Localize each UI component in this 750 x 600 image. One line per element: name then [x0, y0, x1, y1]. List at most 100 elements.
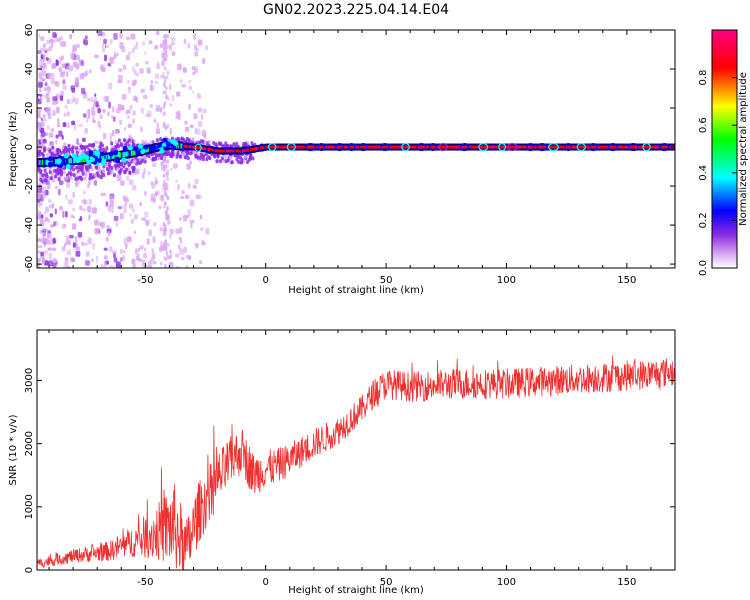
- heat-cell: [68, 98, 73, 106]
- heat-cell: [199, 152, 203, 157]
- heat-cell: [67, 147, 71, 152]
- heat-cell: [115, 221, 119, 227]
- heat-cell: [105, 167, 109, 172]
- ridge-cell: [233, 149, 236, 153]
- ridge-cell: [272, 145, 276, 149]
- ridge-cell: [207, 147, 211, 151]
- heat-cell: [194, 127, 197, 134]
- ridge-cell: [265, 145, 268, 149]
- ridge-cell: [188, 145, 191, 149]
- ridge-blob: [642, 142, 651, 152]
- ridge-cell: [282, 145, 285, 149]
- ridge-cell: [219, 149, 223, 153]
- ridge-cell: [594, 145, 597, 149]
- heat-cell: [39, 227, 44, 231]
- ridge-blob: [588, 142, 598, 152]
- heat-cell: [171, 152, 175, 157]
- heat-cell: [162, 35, 166, 40]
- heat-cell: [55, 168, 59, 173]
- ridge-cell: [520, 145, 524, 149]
- heat-cell: [67, 111, 70, 117]
- heat-cell: [131, 118, 135, 124]
- heat-cell: [59, 150, 63, 155]
- heat-cell: [113, 173, 117, 178]
- heat-cell: [90, 167, 94, 172]
- ridge-cell: [303, 145, 306, 149]
- heat-cell: [43, 237, 49, 243]
- heat-cell: [71, 120, 76, 126]
- heat-cell: [149, 103, 154, 108]
- heat-cell: [195, 124, 198, 129]
- ridge-cell: [52, 159, 55, 165]
- ridge-cell: [389, 145, 392, 149]
- ridge-cell: [185, 144, 188, 148]
- ridge-cell: [148, 146, 152, 152]
- ridge-cell: [215, 149, 218, 153]
- heat-cell: [61, 246, 66, 252]
- heat-cell: [156, 238, 161, 245]
- ridge-cell: [51, 159, 54, 165]
- heat-cell: [193, 113, 198, 120]
- heat-cell: [105, 146, 109, 151]
- ridge-cell: [225, 149, 229, 153]
- heat-cell: [64, 146, 68, 151]
- ridge-cell: [644, 145, 648, 149]
- heat-cell: [51, 179, 56, 183]
- heat-cell: [191, 174, 194, 180]
- ridge-blob: [206, 145, 215, 154]
- heat-cell: [184, 95, 189, 101]
- ridge-cell: [229, 149, 232, 153]
- ridge-cell: [311, 145, 314, 149]
- ridge-cell: [590, 145, 593, 149]
- ridge-cell: [346, 145, 349, 149]
- heat-cell: [76, 169, 80, 174]
- ridge-cell: [494, 145, 497, 149]
- heat-cell: [98, 56, 103, 62]
- heat-cell: [187, 188, 192, 195]
- ridge-cell: [377, 145, 380, 149]
- heat-cell: [128, 203, 134, 209]
- heat-cell: [155, 153, 159, 158]
- heat-cell: [93, 96, 98, 103]
- heat-cell: [48, 132, 54, 138]
- heat-cell: [178, 244, 181, 250]
- ridge-cell: [268, 145, 271, 149]
- heat-cell: [189, 219, 195, 224]
- heat-cell: [119, 42, 124, 50]
- ridge-cell: [126, 151, 129, 157]
- heat-cell: [154, 180, 157, 186]
- heat-cell: [171, 55, 176, 62]
- ridge-cell: [102, 155, 105, 161]
- heat-cell: [159, 107, 163, 113]
- ridge-cell: [246, 148, 249, 152]
- heat-cell: [135, 72, 139, 77]
- heat-cell: [203, 139, 207, 144]
- heat-cell: [169, 189, 172, 196]
- ridge-cell: [549, 145, 553, 149]
- heat-cell: [73, 124, 77, 131]
- heat-cell: [47, 233, 50, 239]
- heat-cell: [39, 170, 43, 175]
- heat-cell: [107, 205, 112, 212]
- ridge-cell: [531, 145, 534, 149]
- ridge-cell: [307, 145, 311, 149]
- ridge-cell: [375, 145, 378, 149]
- heat-cell: [194, 51, 199, 57]
- heat-cell: [180, 257, 185, 261]
- ridge-cell: [349, 145, 353, 149]
- heat-cell: [197, 194, 202, 200]
- heat-cell: [164, 201, 167, 206]
- ridge-cell: [235, 149, 238, 153]
- heat-cell: [131, 47, 135, 54]
- heat-cell: [37, 95, 41, 99]
- ridge-cell: [198, 146, 201, 150]
- ridge-cell: [287, 145, 290, 149]
- ridge-cell: [88, 156, 91, 162]
- ridge-cell: [210, 148, 213, 152]
- heat-cell: [112, 116, 116, 122]
- heat-cell: [202, 108, 207, 114]
- heat-cell: [41, 118, 44, 122]
- heat-cell: [154, 190, 160, 196]
- heat-cell: [170, 42, 176, 46]
- heat-cell: [91, 258, 94, 262]
